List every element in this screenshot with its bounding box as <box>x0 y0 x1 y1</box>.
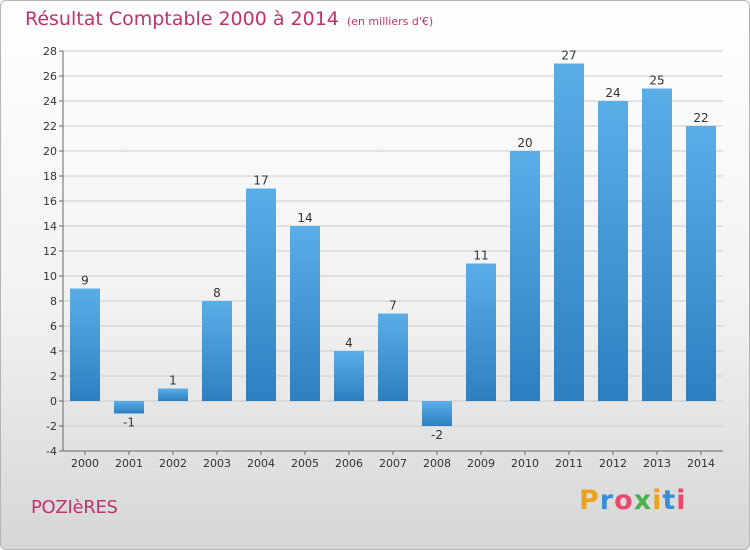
bar-2002 <box>158 388 188 401</box>
data-label-2010: 20 <box>517 136 532 150</box>
y-tick-label: 4 <box>50 345 57 358</box>
bar-2004 <box>246 188 276 401</box>
data-label-2005: 14 <box>297 211 312 225</box>
logo-letter: i <box>652 485 663 516</box>
data-label-2011: 27 <box>561 49 576 63</box>
x-tick-label: 2014 <box>687 457 715 470</box>
data-label-2009: 11 <box>473 249 488 263</box>
x-tick-label: 2003 <box>203 457 231 470</box>
y-tick-label: 22 <box>43 120 57 133</box>
bar-2000 <box>70 288 100 401</box>
x-tick-label: 2000 <box>71 457 99 470</box>
x-tick-label: 2009 <box>467 457 495 470</box>
chart-title-text: Résultat Comptable 2000 à 2014 <box>25 8 339 30</box>
bar-2003 <box>202 301 232 401</box>
y-tick-label: 6 <box>50 320 57 333</box>
x-tick-label: 2013 <box>643 457 671 470</box>
data-label-2013: 25 <box>649 74 664 88</box>
y-tick-label: 2 <box>50 370 57 383</box>
bar-2007 <box>378 313 408 401</box>
data-label-2014: 22 <box>693 111 708 125</box>
bar-2010 <box>510 151 540 401</box>
y-tick-label: 20 <box>43 145 57 158</box>
x-tick-label: 2007 <box>379 457 407 470</box>
bar-2006 <box>334 351 364 401</box>
logo-letter: o <box>614 485 634 516</box>
proxiti-logo[interactable]: Proxiti <box>579 485 687 516</box>
x-tick-label: 2008 <box>423 457 451 470</box>
logo-letter: x <box>633 485 653 516</box>
bar-2012 <box>598 101 628 401</box>
x-tick-label: 2001 <box>115 457 143 470</box>
bar-2011 <box>554 63 584 401</box>
bar-2014 <box>686 126 716 401</box>
logo-letter: t <box>662 485 677 516</box>
chart-title: Résultat Comptable 2000 à 2014 (en millie… <box>25 8 433 30</box>
y-tick-label: -2 <box>46 420 57 433</box>
y-tick-label: 0 <box>50 395 57 408</box>
data-label-2000: 9 <box>81 274 89 288</box>
data-label-2007: 7 <box>389 299 397 313</box>
y-tick-label: 14 <box>43 220 57 233</box>
logo-letter: i <box>676 485 687 516</box>
data-label-2004: 17 <box>253 174 268 188</box>
x-tick-label: 2012 <box>599 457 627 470</box>
bar-2005 <box>290 226 320 401</box>
x-tick-label: 2002 <box>159 457 187 470</box>
x-tick-label: 2010 <box>511 457 539 470</box>
y-tick-label: 28 <box>43 45 57 58</box>
y-tick-label: 18 <box>43 170 57 183</box>
place-name: POZIèRES <box>31 497 118 518</box>
y-tick-label: 16 <box>43 195 57 208</box>
data-label-2003: 8 <box>213 286 221 300</box>
x-tick-label: 2011 <box>555 457 583 470</box>
chart-subtitle: (en milliers d'€) <box>346 15 434 28</box>
bar-2013 <box>642 88 672 401</box>
data-label-2002: 1 <box>169 374 177 388</box>
data-label-2006: 4 <box>345 336 353 350</box>
x-tick-label: 2004 <box>247 457 275 470</box>
data-label-2012: 24 <box>605 86 620 100</box>
logo-letter: r <box>599 485 615 516</box>
y-tick-label: 10 <box>43 270 57 283</box>
data-label-2001: -1 <box>123 416 135 430</box>
bar-2008 <box>422 401 452 426</box>
data-label-2008: -2 <box>431 428 443 442</box>
y-tick-label: 12 <box>43 245 57 258</box>
x-tick-label: 2005 <box>291 457 319 470</box>
bar-2001 <box>114 401 144 414</box>
logo-letter: P <box>579 485 600 516</box>
y-tick-label: 26 <box>43 70 57 83</box>
x-tick-label: 2006 <box>335 457 363 470</box>
y-tick-label: 8 <box>50 295 57 308</box>
y-tick-label: -4 <box>46 445 57 458</box>
bar-2009 <box>466 263 496 401</box>
y-tick-label: 24 <box>43 95 57 108</box>
